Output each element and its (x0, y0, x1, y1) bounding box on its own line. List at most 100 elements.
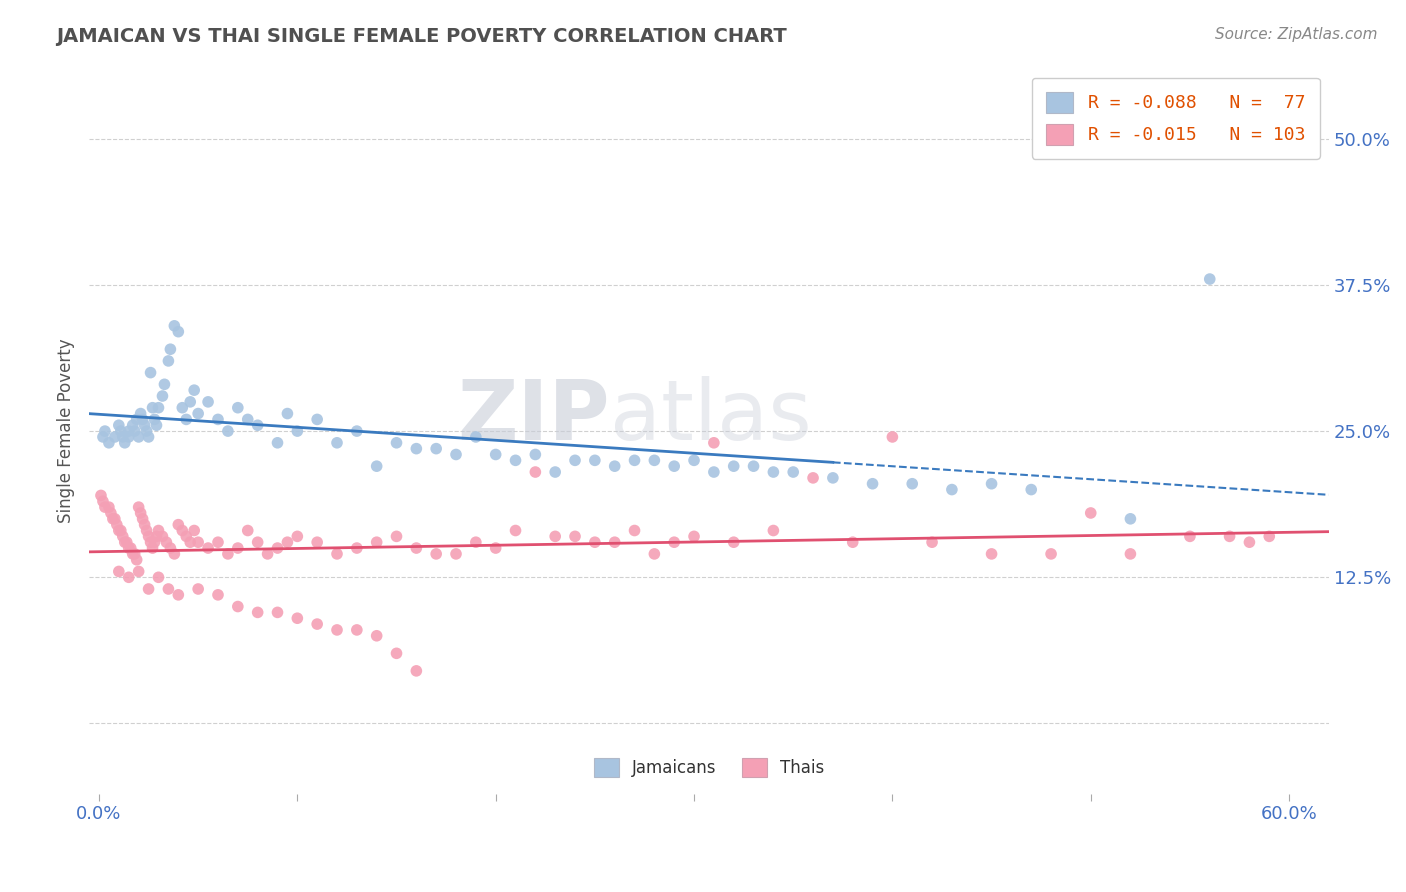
Point (152, 529, 174, 543)
Point (583, 453, 606, 467)
Point (187, 407, 209, 421)
Point (100, 506, 122, 520)
Point (266, 541, 288, 555)
Point (101, 512, 124, 526)
Point (167, 325, 190, 339)
Point (104, 430, 127, 444)
Point (145, 529, 167, 543)
Point (524, 465, 547, 479)
Point (623, 524, 645, 538)
Point (1219, 529, 1241, 543)
Point (125, 553, 148, 567)
Point (1019, 483, 1042, 497)
Point (124, 424, 146, 438)
Point (901, 476, 924, 491)
Point (307, 412, 329, 426)
Point (385, 435, 408, 450)
Point (603, 535, 626, 549)
Point (1239, 535, 1261, 549)
Point (143, 535, 166, 549)
Point (108, 418, 131, 433)
Point (187, 535, 209, 549)
Point (174, 412, 197, 426)
Point (97, 500, 120, 515)
Point (385, 529, 408, 543)
Point (583, 535, 606, 549)
Point (782, 465, 804, 479)
Point (141, 541, 163, 555)
Point (643, 547, 665, 561)
Point (148, 401, 170, 415)
Point (183, 383, 205, 397)
Point (1080, 506, 1102, 520)
Point (485, 541, 508, 555)
Point (129, 506, 152, 520)
Point (1178, 529, 1201, 543)
Point (603, 459, 626, 474)
Point (425, 442, 447, 456)
Point (153, 377, 176, 392)
Point (226, 401, 249, 415)
Point (425, 547, 447, 561)
Point (90, 488, 112, 502)
Point (703, 465, 725, 479)
Point (110, 424, 132, 438)
Point (464, 535, 486, 549)
Point (128, 565, 150, 579)
Point (145, 418, 167, 433)
Point (236, 412, 259, 426)
Point (207, 588, 229, 602)
Point (135, 424, 157, 438)
Point (131, 512, 153, 526)
Point (138, 430, 160, 444)
Point (110, 524, 132, 538)
Point (841, 535, 863, 549)
Point (821, 471, 844, 485)
Point (159, 343, 181, 357)
Point (128, 430, 150, 444)
Point (179, 535, 201, 549)
Point (307, 535, 329, 549)
Point (157, 354, 180, 368)
Point (129, 407, 152, 421)
Point (683, 529, 706, 543)
Point (187, 582, 209, 596)
Point (163, 547, 186, 561)
Point (564, 453, 586, 467)
Point (97, 435, 120, 450)
Point (172, 524, 194, 538)
Point (564, 529, 586, 543)
Point (405, 664, 427, 678)
Point (276, 535, 298, 549)
Point (285, 424, 308, 438)
Point (131, 412, 153, 426)
Point (326, 623, 349, 637)
Point (285, 611, 308, 625)
Point (108, 524, 131, 538)
Point (246, 535, 269, 549)
Point (723, 459, 745, 474)
Point (118, 541, 141, 555)
Point (217, 547, 239, 561)
Point (1258, 529, 1281, 543)
Point (125, 412, 148, 426)
Point (143, 412, 166, 426)
Point (980, 476, 1002, 491)
Point (148, 570, 170, 584)
Point (246, 606, 269, 620)
Point (266, 435, 288, 450)
Point (366, 629, 388, 643)
Point (91, 430, 114, 444)
Point (346, 541, 368, 555)
Point (762, 524, 785, 538)
Point (1119, 512, 1142, 526)
Point (148, 524, 170, 538)
Point (91, 494, 114, 508)
Point (346, 424, 368, 438)
Point (138, 529, 160, 543)
Point (120, 541, 142, 555)
Point (742, 459, 765, 474)
Point (128, 500, 150, 515)
Point (524, 448, 547, 462)
Point (921, 535, 943, 549)
